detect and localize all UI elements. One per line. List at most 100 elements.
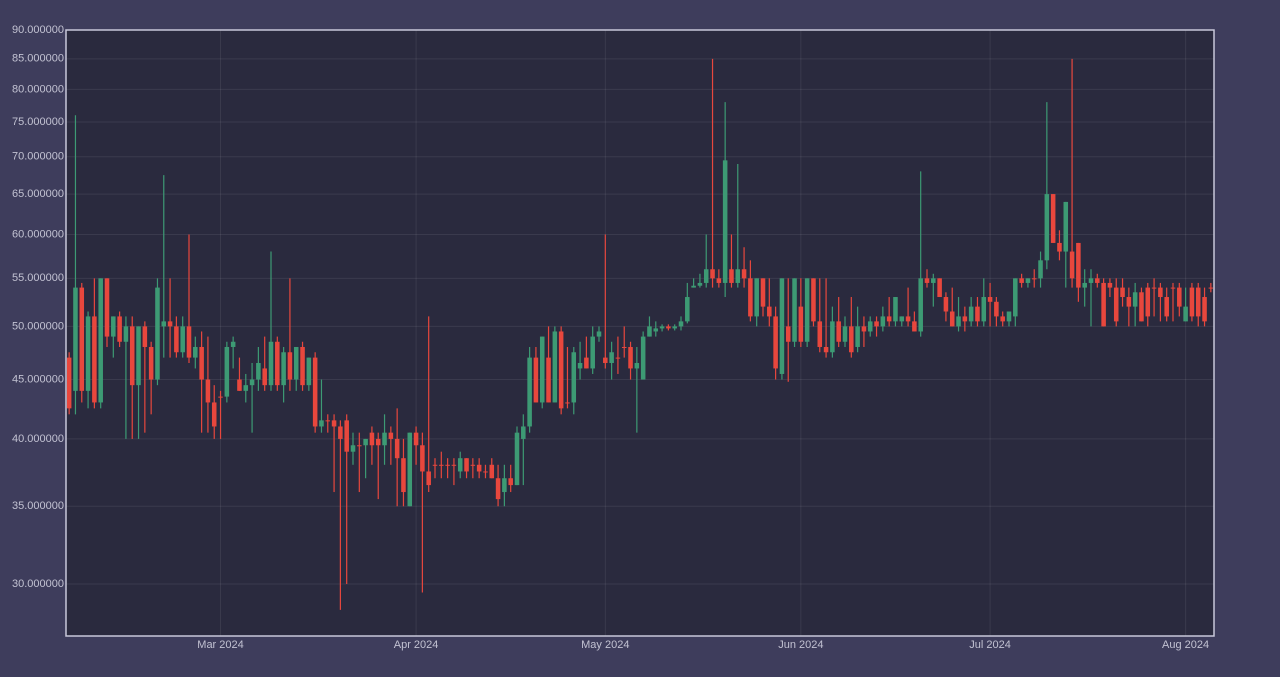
- candle-body: [1019, 278, 1024, 283]
- candle-body: [697, 282, 703, 286]
- y-tick-label: 60.000000: [12, 228, 64, 240]
- candle-body: [1044, 194, 1050, 261]
- candle-body: [363, 438, 368, 446]
- y-tick-label: 30.000000: [12, 578, 64, 590]
- candle-body: [338, 426, 343, 439]
- candle-body: [1000, 316, 1005, 322]
- candle-body: [640, 336, 646, 380]
- candle-body: [842, 326, 848, 342]
- candle-body: [148, 346, 154, 380]
- candle-body: [123, 326, 129, 342]
- x-tick-label: Aug 2024: [1162, 639, 1209, 651]
- candle-body: [918, 278, 923, 332]
- candle-body: [1132, 292, 1138, 307]
- candle-body: [350, 445, 356, 452]
- candle-body: [357, 445, 362, 447]
- x-tick-label: Jun 2024: [778, 639, 823, 651]
- candle-body: [1208, 287, 1214, 289]
- candle-body: [830, 321, 835, 353]
- candle-body: [1151, 287, 1157, 289]
- candle-body: [394, 438, 400, 459]
- candle-body: [161, 321, 167, 327]
- candle-body: [943, 297, 949, 312]
- candle-body: [111, 316, 116, 337]
- candle-body: [514, 432, 520, 486]
- candle-body: [823, 346, 829, 353]
- candle-body: [476, 464, 482, 472]
- candle-body: [230, 341, 236, 347]
- candle-body: [1145, 287, 1151, 317]
- y-tick-label: 85.000000: [12, 53, 64, 65]
- candle-body: [748, 278, 753, 317]
- candle-body: [874, 321, 879, 327]
- candle-body: [369, 432, 375, 446]
- candle-body: [968, 306, 974, 322]
- x-tick-label: Mar 2024: [197, 639, 243, 651]
- candle-body: [129, 326, 135, 386]
- candle-body: [85, 316, 91, 391]
- candle-body: [1139, 292, 1144, 322]
- candle-body: [1050, 194, 1056, 243]
- candle-body: [760, 278, 766, 307]
- candle-body: [653, 328, 659, 332]
- candle-body: [1063, 201, 1069, 252]
- candle-body: [426, 471, 431, 486]
- candle-body: [401, 458, 406, 493]
- candle-body: [1082, 282, 1087, 288]
- candle-body: [1170, 287, 1176, 289]
- candle-body: [98, 278, 103, 403]
- candle-body: [716, 278, 722, 283]
- candle-body: [527, 357, 532, 427]
- y-tick-label: 90.000000: [12, 24, 64, 36]
- candle-body: [73, 287, 78, 391]
- candle-body: [855, 326, 860, 347]
- candle-body: [956, 316, 961, 327]
- candle-body: [502, 478, 507, 493]
- y-tick-label: 80.000000: [12, 83, 64, 95]
- candle-body: [931, 278, 936, 283]
- candle-body: [811, 278, 816, 322]
- y-tick-label: 70.000000: [12, 151, 64, 163]
- candle-body: [508, 478, 513, 486]
- candle-body: [331, 420, 337, 427]
- candle-body: [1120, 287, 1125, 298]
- candle-body: [1202, 297, 1207, 322]
- candle-body: [552, 331, 558, 403]
- candle-body: [703, 269, 709, 283]
- y-tick-label: 75.000000: [12, 116, 64, 128]
- candle-body: [1025, 278, 1031, 283]
- candle-body: [407, 432, 413, 507]
- candle-body: [457, 458, 463, 472]
- candle-body: [275, 341, 280, 386]
- candle-body: [539, 336, 545, 403]
- candle-body: [293, 346, 299, 380]
- candle-body: [962, 316, 968, 322]
- candle-body: [300, 346, 305, 386]
- candle-body: [779, 278, 785, 374]
- candle-body: [451, 464, 457, 466]
- y-tick-label: 65.000000: [12, 188, 64, 200]
- candle-body: [666, 326, 671, 329]
- candle-body: [767, 306, 772, 317]
- candle-body: [981, 297, 987, 322]
- candle-body: [861, 326, 867, 332]
- candle-body: [659, 326, 665, 329]
- candle-body: [905, 316, 911, 322]
- candle-body: [224, 346, 230, 397]
- candle-body: [117, 316, 122, 342]
- candle-body: [439, 464, 444, 466]
- candle-body: [1006, 311, 1012, 322]
- x-tick-label: Apr 2024: [394, 639, 439, 651]
- candle-body: [205, 379, 211, 403]
- y-tick-label: 50.000000: [12, 320, 64, 332]
- candle-body: [691, 285, 696, 288]
- y-tick-label: 40.000000: [12, 433, 64, 445]
- candle-body: [136, 326, 141, 386]
- candle-body: [167, 321, 173, 327]
- candle-body: [344, 420, 349, 452]
- candle-body: [678, 321, 684, 327]
- candle-body: [621, 346, 627, 348]
- x-tick-label: Jul 2024: [969, 639, 1011, 651]
- candle-body: [199, 346, 204, 380]
- candle-body: [685, 297, 690, 322]
